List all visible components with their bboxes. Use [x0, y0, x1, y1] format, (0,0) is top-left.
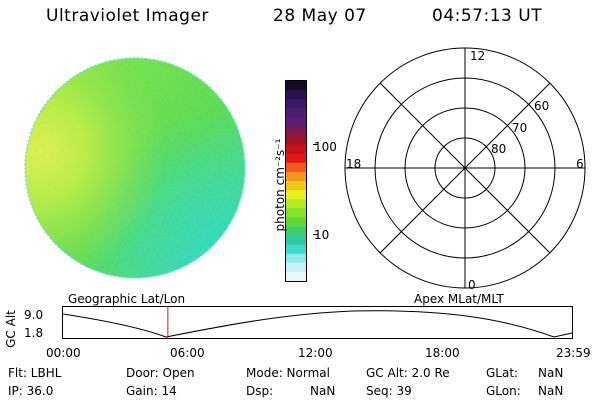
- timeline-left-title: Geographic Lat/Lon: [68, 292, 186, 306]
- colorbar-swatch: [286, 181, 306, 191]
- info-dsp-label: Dsp:: [246, 384, 274, 398]
- info-ip: IP: 36.0: [8, 384, 54, 398]
- info-seq: Seq: 39: [366, 384, 412, 398]
- timeline-xtick-2359: 23:59: [556, 346, 591, 360]
- colorbar-swatch: [286, 235, 306, 246]
- polar-grid: 12 18 6 0 60 70 80: [344, 47, 586, 292]
- timeline-xtick-1800: 18:00: [425, 346, 460, 360]
- mlat-label-70: 70: [512, 121, 527, 135]
- mlt-label-18: 18: [346, 157, 361, 171]
- colorbar-swatch: [286, 162, 306, 173]
- colorbar-swatch: [286, 199, 306, 209]
- colorbar-swatch: [286, 208, 306, 218]
- timeline-xtick-0600: 06:00: [170, 346, 205, 360]
- timeline-xtick-0000: 00:00: [46, 346, 81, 360]
- colorbar-swatch: [286, 99, 306, 109]
- timeline-right-title: Apex MLat/MLT: [414, 292, 504, 306]
- auroral-image: [24, 57, 246, 279]
- info-glat-label: GLat:: [486, 366, 519, 380]
- colorbar-swatch: [286, 271, 306, 281]
- mlt-label-12: 12: [470, 49, 485, 63]
- mlat-label-60: 60: [534, 99, 549, 113]
- colorbar-swatch: [286, 226, 306, 237]
- info-door: Door: Open: [126, 366, 195, 380]
- mlat-label-80: 80: [491, 142, 506, 156]
- colorbar-swatch: [286, 126, 306, 137]
- colorbar-swatch: [286, 190, 306, 200]
- colorbar-swatch: [286, 153, 306, 164]
- colorbar: [285, 80, 307, 282]
- date-label: 28 May 07: [273, 6, 367, 26]
- info-gc-alt: GC Alt: 2.0 Re: [366, 366, 450, 380]
- info-glon-value: NaN: [538, 384, 564, 398]
- colorbar-swatch: [286, 135, 306, 146]
- mlt-label-6: 6: [576, 157, 584, 171]
- colorbar-tick-10: 10: [314, 228, 330, 242]
- info-dsp-value: NaN: [310, 384, 336, 398]
- mlt-label-0: 0: [468, 278, 476, 292]
- colorbar-swatch: [286, 81, 306, 91]
- info-glon-label: GLon:: [486, 384, 521, 398]
- colorbar-unit-label: photon cm⁻²s⁻¹: [273, 138, 287, 232]
- colorbar-swatch: [286, 171, 306, 182]
- colorbar-tick-100: 100: [314, 140, 337, 154]
- colorbar-swatch: [286, 117, 306, 127]
- colorbar-swatch: [286, 217, 306, 227]
- info-glat-value: NaN: [538, 366, 564, 380]
- timeline-ytick-top: 9.0: [24, 308, 44, 322]
- info-gain: Gain: 14: [126, 384, 177, 398]
- colorbar-swatch: [286, 108, 306, 118]
- info-mode: Mode: Normal: [246, 366, 330, 380]
- instrument-title: Ultraviolet Imager: [46, 6, 209, 26]
- timeline-plot: [62, 306, 573, 339]
- colorbar-swatch: [286, 244, 306, 255]
- time-label: 04:57:13 UT: [432, 6, 543, 26]
- info-flt: Flt: LBHL: [8, 366, 62, 380]
- colorbar-swatch: [286, 144, 306, 155]
- colorbar-swatch: [286, 262, 306, 273]
- colorbar-swatch: [286, 253, 306, 264]
- timeline-ytick-bottom: 1.8: [24, 326, 44, 340]
- timeline-y-axis-label: GC Alt: [3, 310, 18, 348]
- colorbar-swatch: [286, 90, 306, 100]
- timeline-xtick-1200: 12:00: [298, 346, 333, 360]
